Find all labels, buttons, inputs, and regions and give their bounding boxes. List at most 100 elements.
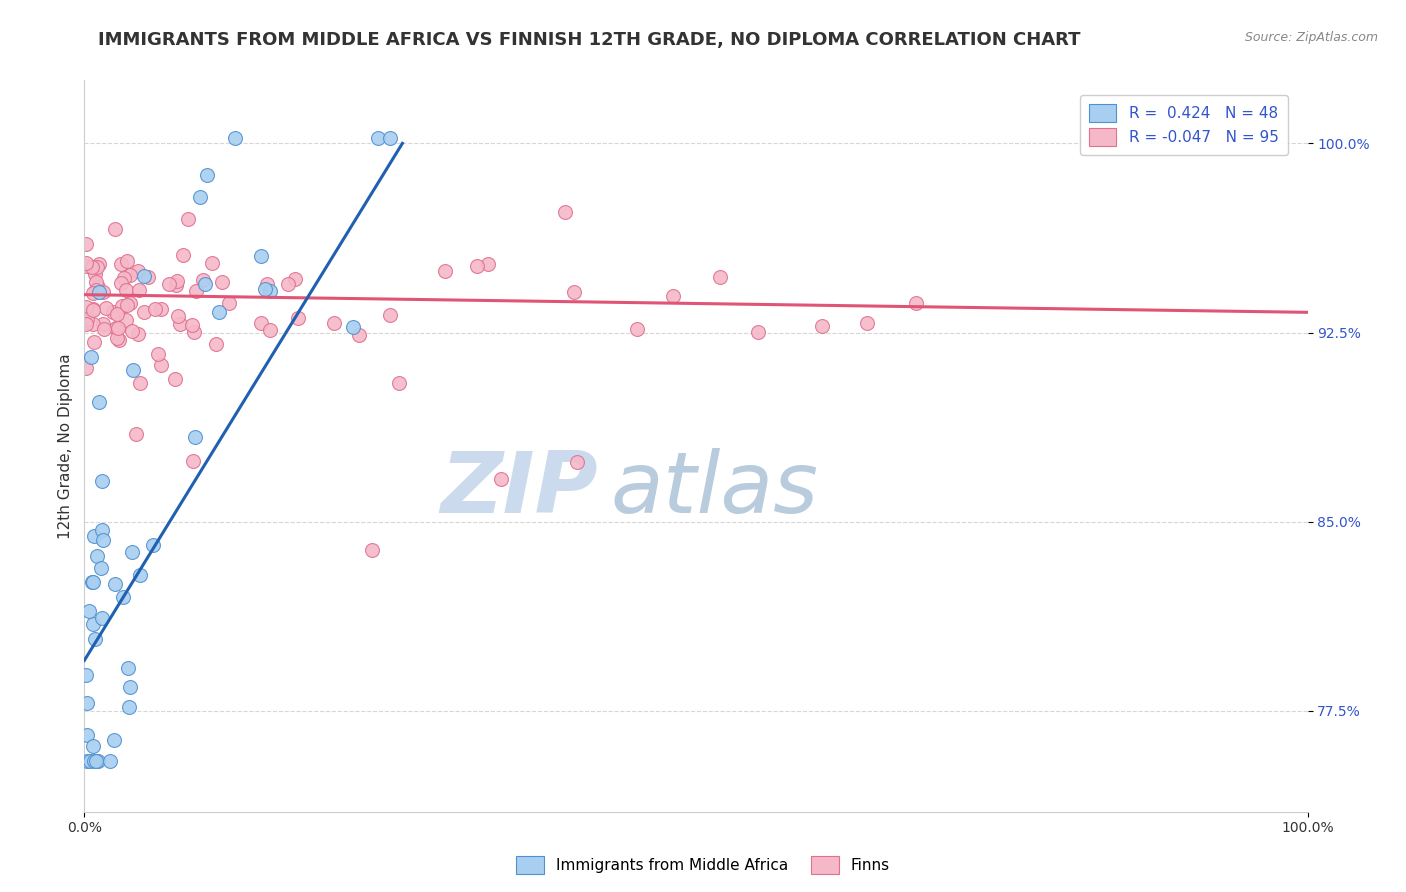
Point: [194, 277, 217, 291]
Point: [79, 754, 101, 768]
Point: [117, 661, 139, 675]
Point: [172, 248, 194, 262]
Point: [75, 259, 97, 273]
Point: [122, 362, 145, 376]
Point: [127, 326, 149, 341]
Point: [94, 301, 117, 315]
Point: [75, 361, 97, 376]
Point: [184, 285, 207, 299]
Point: [434, 264, 457, 278]
Point: [128, 283, 150, 297]
Point: [105, 307, 128, 321]
Point: [662, 289, 685, 303]
Point: [86, 283, 108, 297]
Point: [82, 617, 104, 632]
Point: [108, 333, 131, 347]
Point: [83, 754, 105, 768]
Point: [87, 280, 110, 294]
Point: [322, 316, 344, 330]
Point: [118, 681, 141, 695]
Point: [477, 257, 499, 271]
Point: [91, 318, 114, 332]
Point: [118, 268, 141, 282]
Point: [115, 313, 138, 327]
Point: [254, 282, 277, 296]
Point: [626, 322, 648, 336]
Point: [76, 727, 98, 741]
Point: [388, 376, 411, 391]
Point: [86, 260, 108, 275]
Point: [115, 298, 138, 312]
Point: [565, 454, 588, 468]
Point: [86, 549, 108, 563]
Point: [111, 299, 134, 313]
Point: [82, 574, 104, 589]
Point: [347, 328, 370, 343]
Point: [195, 168, 218, 182]
Point: [380, 131, 402, 145]
Point: [342, 320, 364, 334]
Point: [82, 285, 104, 300]
Legend: Immigrants from Middle Africa, Finns: Immigrants from Middle Africa, Finns: [510, 850, 896, 880]
Point: [110, 277, 132, 291]
Point: [465, 260, 488, 274]
Point: [75, 315, 97, 329]
Point: [91, 475, 114, 489]
Point: [91, 285, 114, 299]
Point: [259, 323, 281, 337]
Point: [127, 264, 149, 278]
Point: [905, 295, 928, 310]
Point: [142, 538, 165, 552]
Point: [489, 472, 512, 486]
Point: [165, 372, 187, 386]
Point: [87, 754, 110, 768]
Point: [82, 574, 104, 589]
Point: [107, 321, 129, 335]
Point: [250, 316, 273, 330]
Point: [181, 318, 204, 333]
Point: [132, 305, 155, 319]
Point: [218, 295, 240, 310]
Point: [117, 254, 139, 268]
Point: [112, 270, 135, 285]
Point: [114, 283, 136, 297]
Y-axis label: 12th Grade, No Diploma: 12th Grade, No Diploma: [58, 353, 73, 539]
Point: [87, 395, 110, 409]
Point: [208, 305, 231, 319]
Point: [104, 320, 127, 334]
Point: [112, 590, 135, 604]
Point: [169, 318, 191, 332]
Point: [250, 248, 273, 262]
Point: [811, 319, 834, 334]
Point: [83, 334, 105, 349]
Point: [110, 257, 132, 271]
Point: [84, 267, 107, 281]
Point: [83, 529, 105, 543]
Point: [120, 296, 142, 310]
Point: [98, 754, 121, 768]
Point: [77, 604, 100, 618]
Point: [75, 237, 97, 252]
Point: [76, 754, 98, 768]
Point: [166, 274, 188, 288]
Point: [284, 272, 307, 286]
Point: [83, 632, 105, 646]
Point: [150, 358, 173, 372]
Point: [188, 190, 211, 204]
Text: atlas: atlas: [610, 449, 818, 532]
Point: [256, 277, 278, 292]
Point: [87, 257, 110, 271]
Point: [747, 325, 769, 339]
Point: [76, 696, 98, 710]
Point: [183, 325, 205, 339]
Point: [84, 754, 107, 768]
Text: ZIP: ZIP: [440, 449, 598, 532]
Point: [84, 275, 107, 289]
Point: [121, 545, 143, 559]
Point: [80, 260, 103, 275]
Point: [93, 322, 115, 336]
Point: [82, 301, 104, 316]
Point: [224, 131, 246, 145]
Point: [124, 427, 146, 442]
Point: [76, 312, 98, 326]
